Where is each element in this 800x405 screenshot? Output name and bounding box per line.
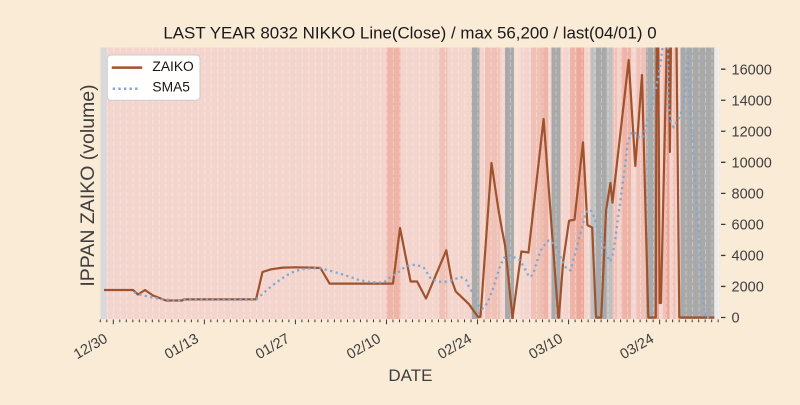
svg-text:10000: 10000 <box>732 156 772 172</box>
svg-text:14000: 14000 <box>732 93 772 109</box>
svg-text:DATE: DATE <box>388 366 432 385</box>
svg-text:ZAIKO: ZAIKO <box>152 59 194 74</box>
svg-text:SMA5: SMA5 <box>152 79 190 94</box>
svg-text:IPPAN ZAIKO (volume): IPPAN ZAIKO (volume) <box>77 84 99 286</box>
svg-text:0: 0 <box>732 311 740 327</box>
svg-text:6000: 6000 <box>732 218 764 234</box>
svg-text:4000: 4000 <box>732 249 764 265</box>
svg-text:LAST YEAR 8032 NIKKO Line(Clos: LAST YEAR 8032 NIKKO Line(Close) / max 5… <box>163 23 656 42</box>
svg-text:12000: 12000 <box>732 124 772 140</box>
svg-text:8000: 8000 <box>732 187 764 203</box>
svg-text:16000: 16000 <box>732 62 772 78</box>
svg-text:2000: 2000 <box>732 280 764 296</box>
